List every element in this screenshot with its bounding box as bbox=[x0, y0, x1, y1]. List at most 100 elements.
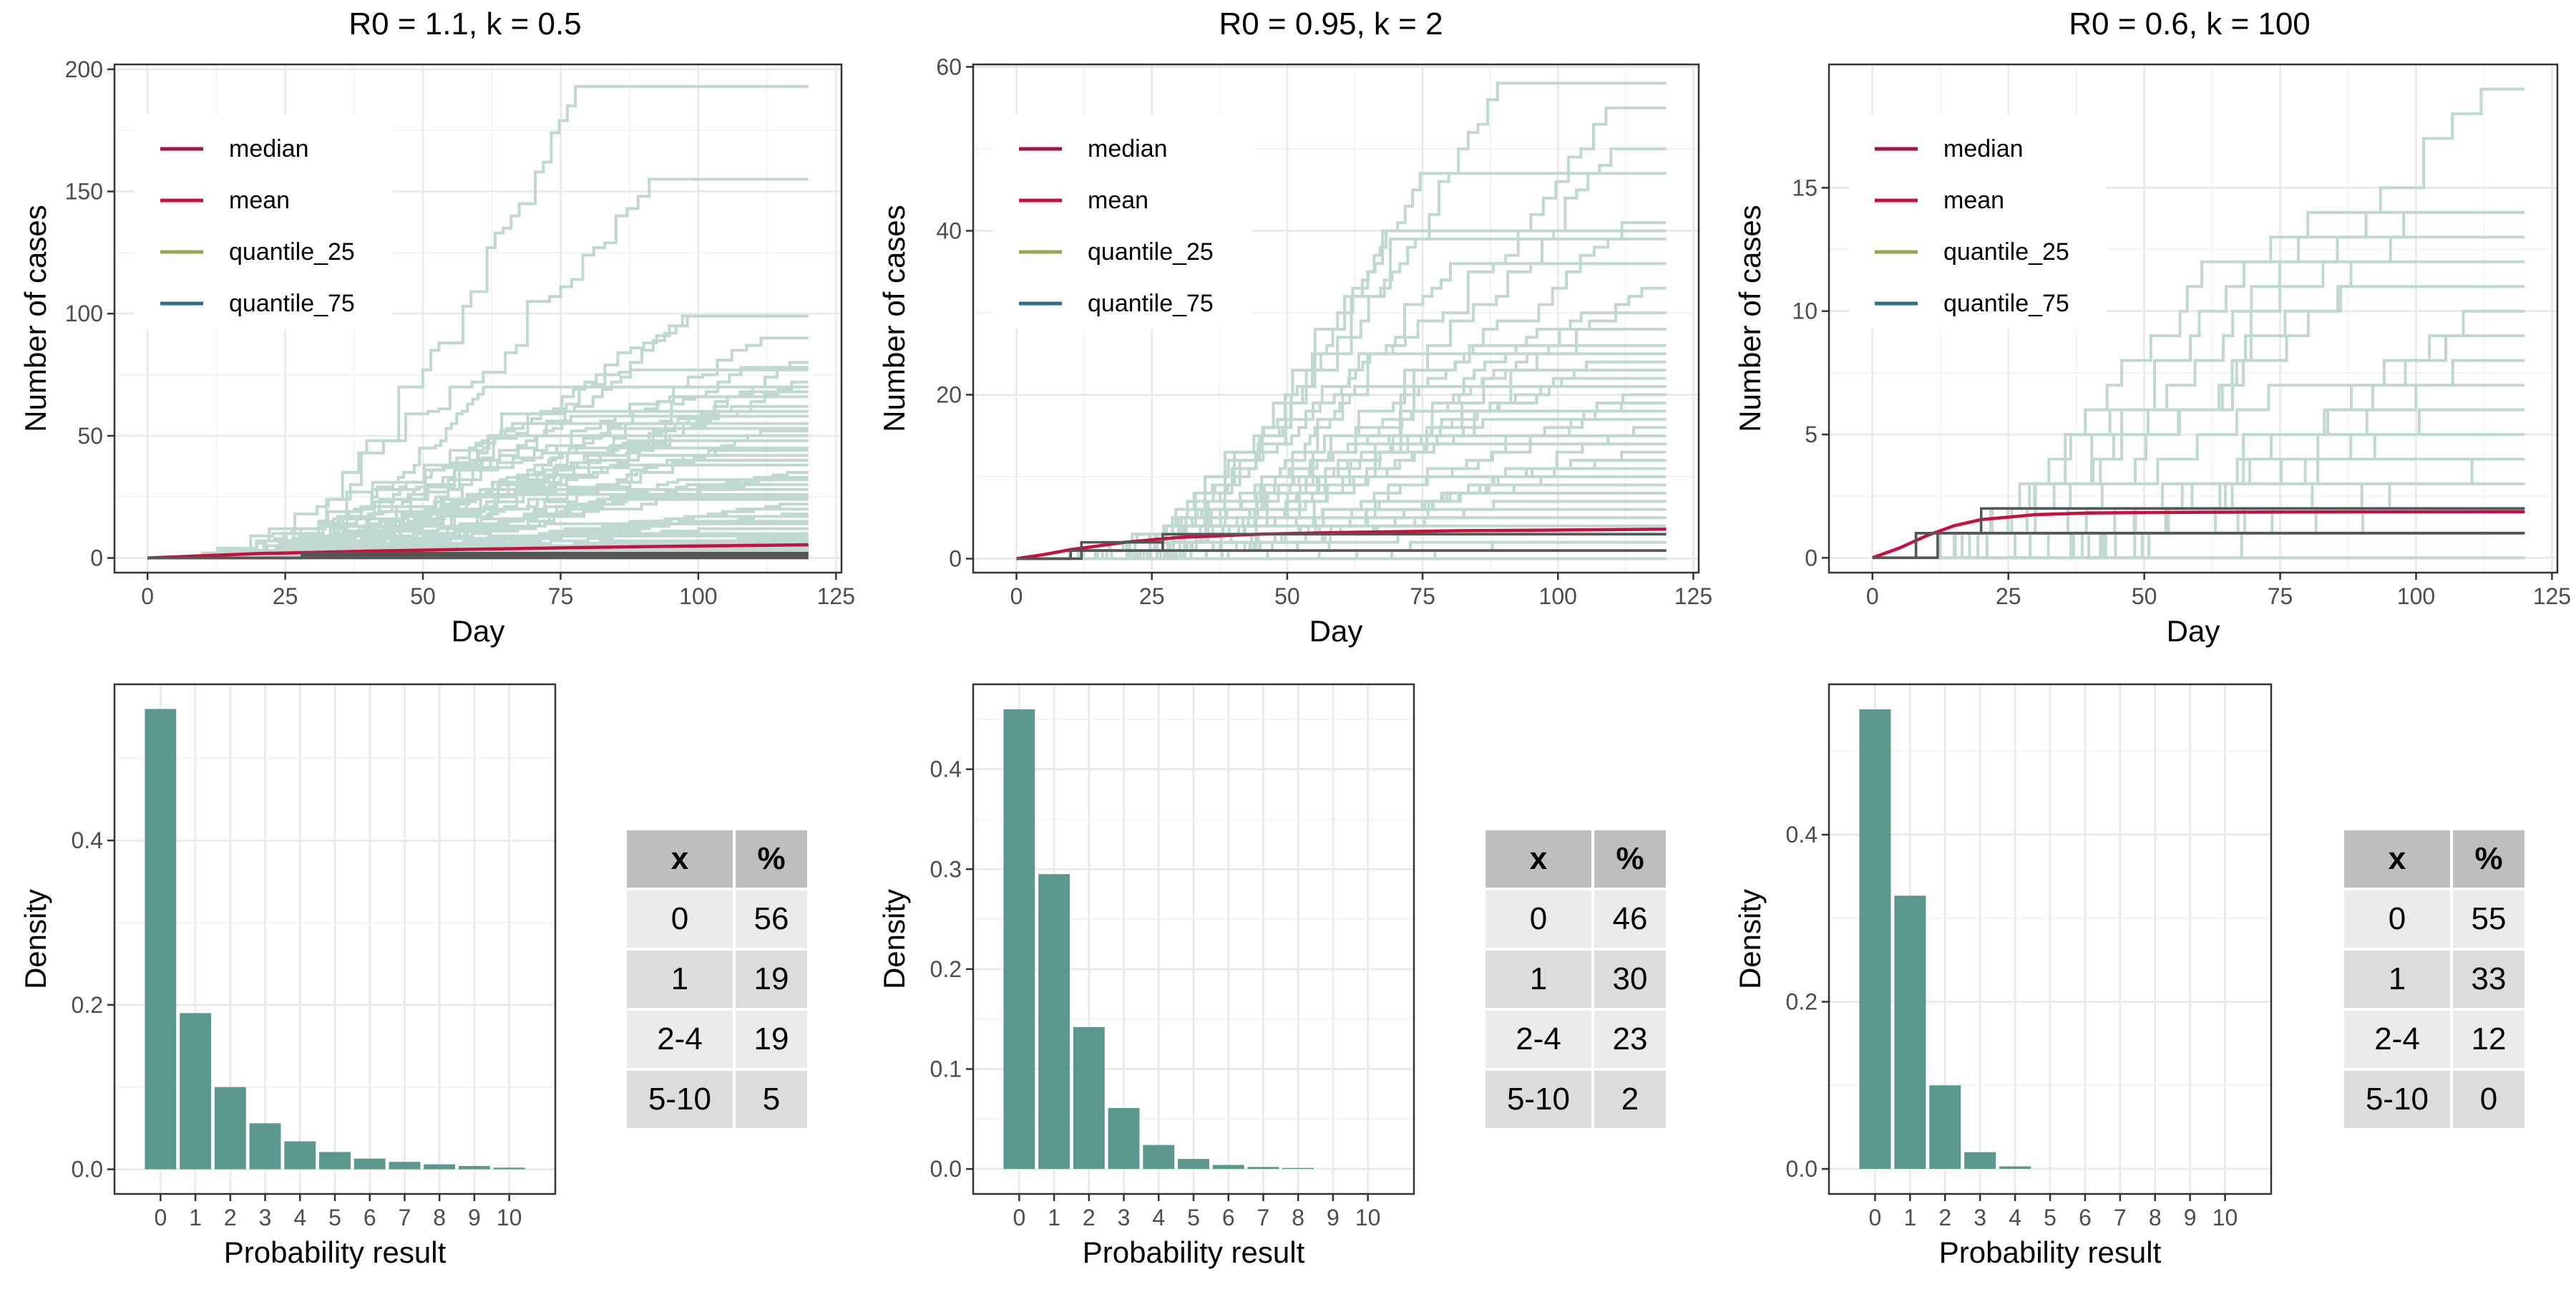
bar-8 bbox=[1282, 1167, 1314, 1170]
y-tick-label: 0 bbox=[949, 546, 962, 572]
y-tick-label: 0 bbox=[90, 545, 103, 571]
table-header-cell bbox=[2344, 830, 2450, 888]
x-tick-label: 75 bbox=[2268, 583, 2293, 609]
table-cell-text: 2-4 bbox=[657, 1021, 703, 1057]
table-header-text: % bbox=[2474, 841, 2502, 876]
x-tick-label: 3 bbox=[259, 1205, 272, 1230]
x-tick-label: 3 bbox=[1974, 1205, 1986, 1230]
y-tick-label: 0.2 bbox=[72, 992, 103, 1018]
x-tick-label: 6 bbox=[1222, 1205, 1235, 1230]
bar-9 bbox=[458, 1165, 490, 1170]
table-header-text: % bbox=[757, 841, 785, 876]
y-tick-label: 5 bbox=[1805, 422, 1818, 447]
x-tick-label: 1 bbox=[189, 1205, 202, 1230]
y-tick-label: 0.0 bbox=[1786, 1156, 1818, 1182]
legend-label: quantile_75 bbox=[1088, 290, 1214, 317]
table-header-cell bbox=[1485, 830, 1591, 888]
y-axis-label: Number of cases bbox=[877, 205, 911, 432]
table-cell bbox=[1485, 890, 1591, 948]
table-cell bbox=[2344, 1011, 2450, 1068]
table-cell bbox=[2453, 890, 2524, 948]
bar-10 bbox=[493, 1167, 525, 1170]
table-cell-text: 55 bbox=[2472, 901, 2507, 936]
x-tick-label: 5 bbox=[328, 1205, 341, 1230]
x-tick-label: 9 bbox=[1327, 1205, 1340, 1230]
x-tick-label: 100 bbox=[1539, 583, 1577, 609]
x-axis-label: Probability result bbox=[1083, 1235, 1305, 1269]
x-tick-label: 10 bbox=[1355, 1205, 1381, 1230]
table-cell-text: 19 bbox=[754, 961, 789, 996]
table-cell-text: 5-10 bbox=[648, 1082, 711, 1117]
bar-4 bbox=[1999, 1166, 2031, 1169]
table-cell-text: 1 bbox=[2389, 961, 2406, 996]
x-tick-label: 100 bbox=[679, 583, 717, 609]
x-tick-label: 25 bbox=[1139, 583, 1165, 609]
legend-label: mean bbox=[229, 187, 290, 214]
table-cell bbox=[736, 890, 807, 948]
table-cell-text: 0 bbox=[2480, 1082, 2497, 1117]
line-chart-2: median mean quantile_25 quantile_75 0 25 50 75 1… bbox=[877, 6, 1712, 648]
table-header-cell bbox=[2453, 830, 2524, 888]
table-cell bbox=[2344, 1071, 2450, 1128]
x-tick-label: 0 bbox=[141, 583, 154, 609]
series-line-quantile-75 bbox=[1016, 533, 1667, 560]
table-cell bbox=[627, 1011, 733, 1068]
x-tick-label: 0 bbox=[154, 1205, 167, 1230]
table-cell bbox=[627, 951, 733, 1008]
summary-table-3: x % 0 55 1 33 2-4 12 5-10 0 bbox=[2344, 830, 2524, 1128]
bar-7 bbox=[1247, 1167, 1279, 1170]
x-tick-label: 25 bbox=[273, 583, 298, 609]
table-header-text: x bbox=[671, 841, 689, 876]
y-tick-label: 0.0 bbox=[72, 1157, 103, 1182]
table-cell bbox=[1485, 1071, 1591, 1128]
simulation-lines bbox=[1016, 82, 1667, 560]
bar-5 bbox=[319, 1152, 351, 1170]
table-cell bbox=[1485, 951, 1591, 1008]
table-cell bbox=[2344, 890, 2450, 948]
x-tick-label: 50 bbox=[1274, 583, 1300, 609]
table-cell-text: 56 bbox=[754, 901, 789, 936]
x-axis-label: Probability result bbox=[1939, 1235, 2162, 1269]
x-tick-label: 8 bbox=[1292, 1205, 1304, 1230]
table-cell bbox=[1594, 1071, 1666, 1128]
table-cell-text: 5-10 bbox=[2366, 1082, 2429, 1117]
x-tick-label: 7 bbox=[2114, 1205, 2127, 1230]
bar-1 bbox=[1894, 895, 1926, 1169]
table-cell bbox=[1594, 890, 1666, 948]
x-tick-label: 125 bbox=[1674, 583, 1712, 609]
panel-border bbox=[113, 63, 843, 574]
x-tick-label: 0 bbox=[1013, 1205, 1025, 1230]
x-tick-label: 9 bbox=[468, 1205, 481, 1230]
y-tick-label: 0.4 bbox=[72, 827, 103, 853]
x-tick-label: 2 bbox=[1083, 1205, 1096, 1230]
bar-0 bbox=[145, 709, 177, 1170]
simulation-lines bbox=[1872, 87, 2525, 560]
table-cell bbox=[1594, 1011, 1666, 1068]
x-tick-label: 6 bbox=[364, 1205, 376, 1230]
x-axis-label: Probability result bbox=[224, 1235, 447, 1269]
series-line-mean bbox=[1872, 510, 2525, 560]
bar-3 bbox=[1964, 1152, 1996, 1169]
table-cell-text: 33 bbox=[2472, 961, 2507, 996]
legend-label: median bbox=[1088, 135, 1168, 162]
table-cell-text: 30 bbox=[1613, 961, 1648, 996]
legend-label: quantile_75 bbox=[1943, 290, 2069, 317]
chart-title: R0 = 0.95, k = 2 bbox=[1219, 6, 1443, 42]
legend-label: mean bbox=[1088, 187, 1148, 214]
simulation-line bbox=[147, 409, 809, 560]
y-tick-label: 0.1 bbox=[930, 1056, 962, 1082]
table-cell-text: 1 bbox=[1530, 961, 1547, 996]
panel-border bbox=[1828, 63, 2559, 574]
x-tick-label: 1 bbox=[1048, 1205, 1060, 1230]
table-header-text: x bbox=[1530, 841, 1548, 876]
y-tick-label: 0.2 bbox=[930, 956, 962, 982]
legend-label: median bbox=[229, 135, 309, 162]
simulation-lines bbox=[147, 84, 809, 560]
y-tick-label: 0.0 bbox=[930, 1156, 962, 1182]
bar-2 bbox=[1929, 1085, 1961, 1169]
y-axis-label: Density bbox=[1733, 889, 1767, 989]
x-tick-label: 2 bbox=[224, 1205, 237, 1230]
